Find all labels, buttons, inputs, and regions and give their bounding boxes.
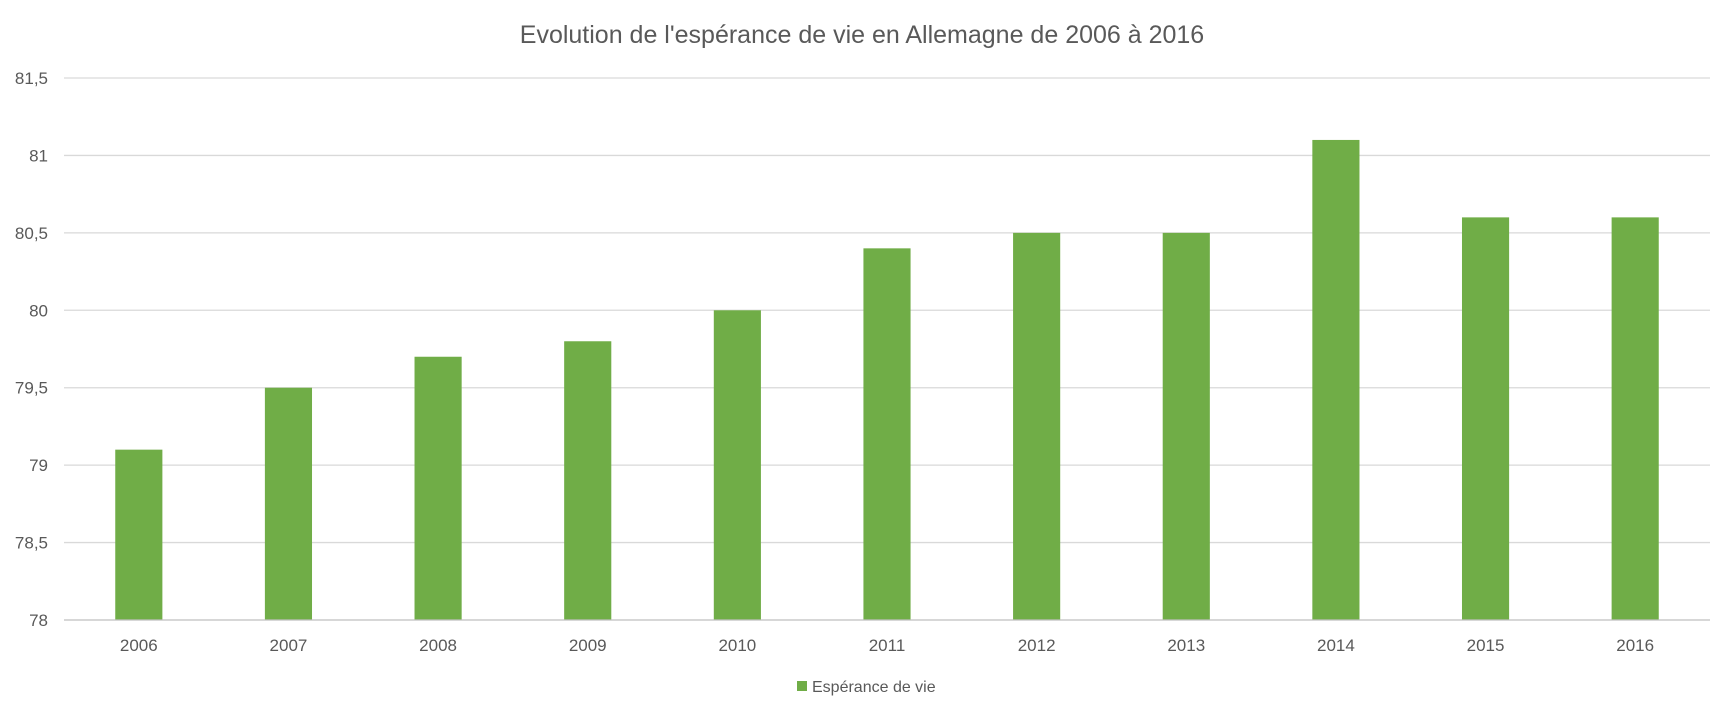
legend: Espérance de vie: [797, 679, 936, 696]
x-axis-tick-labels: 2006 2007 2008 2009 2010 2011 2012 2013 2014 2015…: [120, 636, 1654, 655]
x-tick-label: 2014: [1317, 636, 1355, 655]
x-tick-label: 2007: [270, 636, 308, 655]
x-tick-label: 2006: [120, 636, 158, 655]
bars: [115, 139, 1659, 621]
bar-2012: [1013, 232, 1061, 620]
y-tick-label: 79,5: [15, 379, 48, 398]
x-tick-label: 2012: [1018, 636, 1056, 655]
bar-2016: [1611, 217, 1659, 620]
y-axis-tick-labels: 78 78,5 79 79,5 80 80,5 81 81,5: [15, 69, 48, 630]
bar-2006: [115, 449, 163, 620]
x-tick-label: 2015: [1467, 636, 1505, 655]
y-tick-label: 80,5: [15, 224, 48, 243]
y-tick-label: 81: [29, 146, 48, 165]
y-tick-label: 81,5: [15, 69, 48, 88]
y-tick-label: 78: [29, 611, 48, 630]
bar-2007: [264, 387, 313, 620]
y-tick-label: 78,5: [15, 534, 48, 553]
x-tick-label: 2011: [869, 636, 906, 655]
y-tick-label: 80: [29, 301, 48, 320]
legend-swatch: [797, 681, 807, 691]
chart-title: Evolution de l'espérance de vie en Allem…: [520, 21, 1204, 49]
y-tick-label: 79: [29, 456, 48, 475]
bar-2011: [863, 248, 911, 621]
x-tick-label: 2013: [1167, 636, 1205, 655]
x-tick-label: 2010: [718, 636, 756, 655]
x-tick-label: 2016: [1616, 636, 1654, 655]
bar-2014: [1312, 139, 1360, 620]
legend-label: Espérance de vie: [812, 679, 936, 696]
bar-2008: [414, 356, 462, 620]
x-tick-label: 2008: [419, 636, 457, 655]
bar-2015: [1461, 217, 1510, 620]
bar-2013: [1162, 232, 1210, 620]
x-tick-label: 2009: [569, 636, 607, 655]
bar-2010: [713, 310, 761, 620]
bar-2009: [564, 341, 612, 620]
